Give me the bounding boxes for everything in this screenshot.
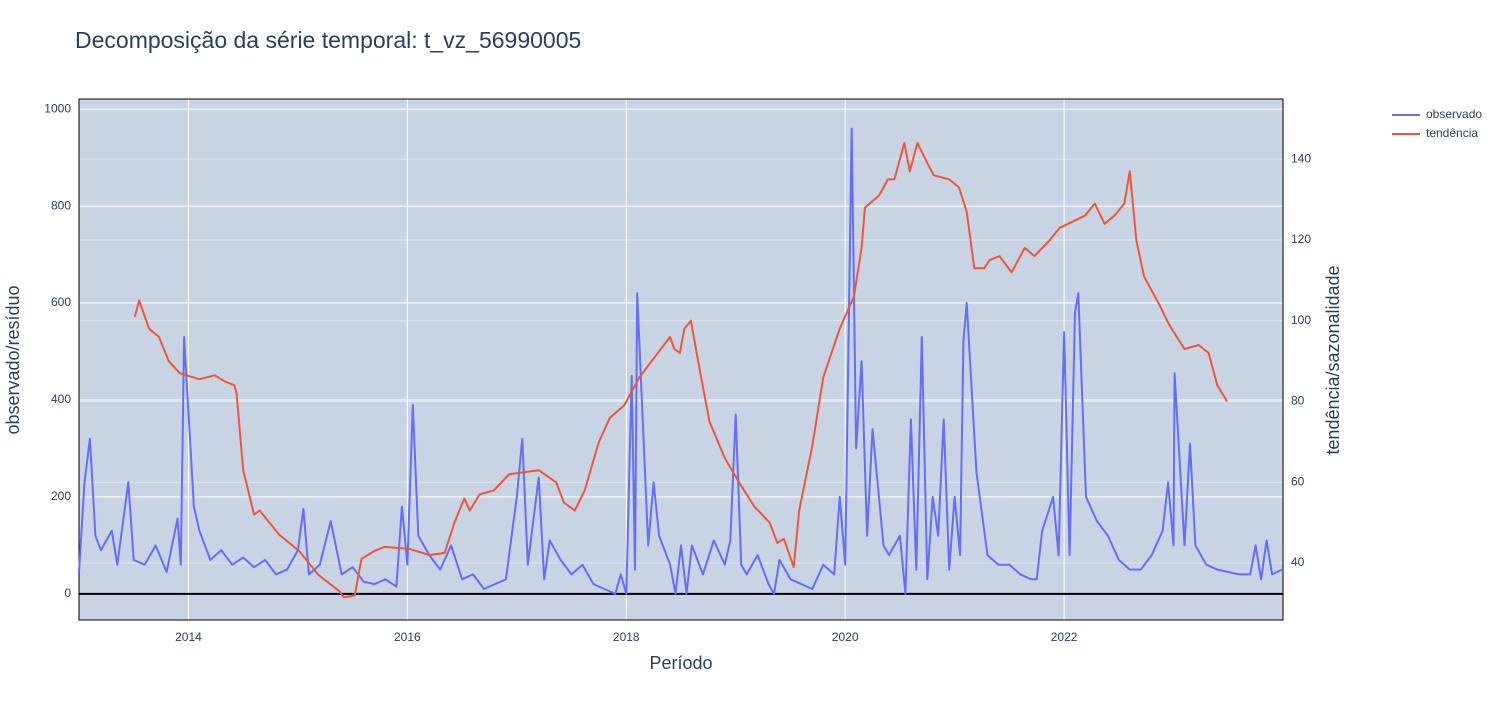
y-tick-label: 600	[51, 295, 71, 309]
x-tick-label: 2014	[175, 630, 202, 644]
chart-title: Decomposição da série temporal: t_vz_569…	[75, 27, 581, 53]
y-axis-title: observado/resíduo	[3, 285, 23, 434]
y2-tick-label: 60	[1291, 474, 1305, 488]
x-axis-title: Período	[649, 653, 712, 673]
y2-axis-title: tendência/sazonalidade	[1323, 265, 1343, 454]
x-tick-label: 2016	[394, 630, 421, 644]
x-tick-label: 2020	[832, 630, 859, 644]
y2-tick-label: 120	[1291, 232, 1311, 246]
y2-tick-label: 140	[1291, 151, 1311, 165]
y2-tick-label: 100	[1291, 313, 1311, 327]
y-tick-label: 1000	[44, 101, 71, 115]
y-tick-label: 200	[51, 489, 71, 503]
y-tick-label: 800	[51, 198, 71, 212]
x-tick-label: 2018	[613, 630, 640, 644]
y-tick-label: 0	[64, 586, 71, 600]
x-tick-label: 2022	[1051, 630, 1078, 644]
series-line	[133, 142, 1229, 599]
plot-frame	[78, 98, 1284, 621]
y-tick-label: 400	[51, 392, 71, 406]
y2-tick-label: 40	[1291, 555, 1305, 569]
legend-label: tendência	[1426, 126, 1478, 140]
y2-tick-label: 80	[1291, 394, 1305, 408]
legend-label: observado	[1426, 107, 1482, 121]
plot-area	[79, 99, 1283, 620]
